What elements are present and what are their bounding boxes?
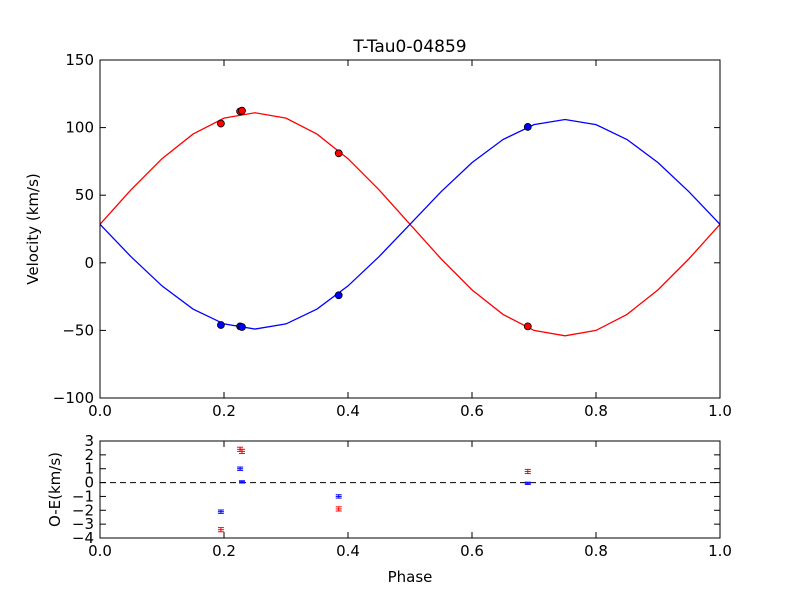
error-bar [217,527,224,533]
error-bar [524,468,531,475]
y-tick-label: −3 [72,515,94,533]
y-tick-label: 0 [84,474,94,492]
data-point [238,323,246,331]
data-point [523,322,532,331]
error-bar [335,506,342,512]
data-point [216,119,225,128]
error-bar [335,494,342,499]
error-bar [524,481,531,485]
x-tick-label: 0.0 [88,542,112,560]
x-tick-label: 1.0 [708,542,732,560]
data-point [238,106,246,115]
y-tick-label: −4 [72,529,94,547]
x-tick-label: 0.2 [212,402,236,420]
plot-area [100,60,720,398]
data-point [523,123,532,131]
error-bar [217,509,224,514]
y-axis-label: Velocity (km/s) [24,173,42,284]
error-bar [238,480,245,484]
error-bar [237,466,244,471]
x-tick-label: 0.4 [336,402,360,420]
x-tick-label: 0.0 [88,402,112,420]
x-tick-label: 0.2 [212,542,236,560]
y-tick-label: 100 [65,119,94,137]
y-tick-label: 1 [84,460,94,478]
y-axis-label: O-E(km/s) [46,452,64,527]
chart-title: T-Tau0-04859 [352,37,466,57]
x-tick-label: 0.4 [336,542,360,560]
axes-frame [99,440,721,539]
x-tick-label: 0.8 [584,402,608,420]
x-tick-label: 0.6 [460,542,484,560]
x-axis-label: Phase [388,568,433,586]
model-curve [99,118,721,330]
y-tick-label: 3 [84,432,94,450]
y-tick-label: −100 [53,389,94,407]
y-tick-label: −2 [72,501,94,519]
plot-area [100,441,720,538]
x-tick-label: 0.8 [584,542,608,560]
data-point [216,321,225,329]
y-tick-label: 50 [75,186,94,204]
data-point [334,149,343,158]
data-point [334,291,343,300]
y-tick-label: −1 [72,487,94,505]
error-bar [238,448,245,454]
axes-frame [99,59,721,399]
y-tick-label: −50 [62,321,94,339]
y-tick-label: 0 [84,254,94,272]
x-tick-label: 0.6 [460,402,484,420]
y-tick-label: 2 [84,446,94,464]
x-tick-label: 1.0 [708,402,732,420]
y-tick-label: 150 [65,51,94,69]
